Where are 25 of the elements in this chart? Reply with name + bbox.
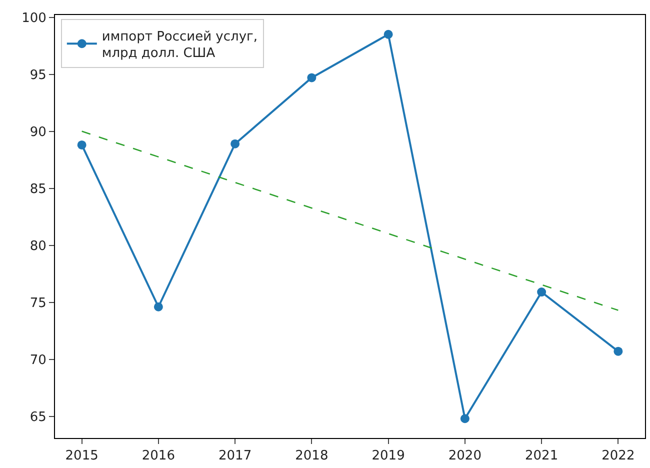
y-tick-label: 90	[30, 124, 46, 140]
point	[154, 302, 163, 312]
y-tick-label: 100	[22, 10, 46, 26]
x-tick-label: 2021	[525, 448, 558, 464]
point	[384, 30, 393, 39]
x-tick-label: 2018	[295, 448, 328, 464]
x-tick-label: 2019	[372, 448, 405, 464]
y-tick-label: 85	[30, 182, 46, 197]
x-tick-label: 2020	[448, 448, 482, 464]
point	[77, 140, 86, 150]
y-tick-label: 80	[30, 238, 46, 254]
point	[614, 346, 623, 356]
point	[230, 139, 240, 148]
point	[537, 288, 546, 297]
point	[460, 414, 470, 424]
point	[307, 73, 316, 82]
x-tick-label: 2016	[142, 448, 175, 464]
y-tick-label: 95	[30, 68, 46, 83]
x-tick-label: 2015	[65, 448, 98, 464]
x-tick-label: 2017	[218, 448, 252, 464]
y-tick-label: 70	[30, 352, 46, 368]
x-tick-label: 2022	[602, 448, 635, 464]
legend-label: импорт Россией услуг, млрд долл. США	[102, 29, 258, 62]
y-tick-label: 65	[30, 410, 46, 425]
y-tick-label: 75	[30, 296, 46, 311]
